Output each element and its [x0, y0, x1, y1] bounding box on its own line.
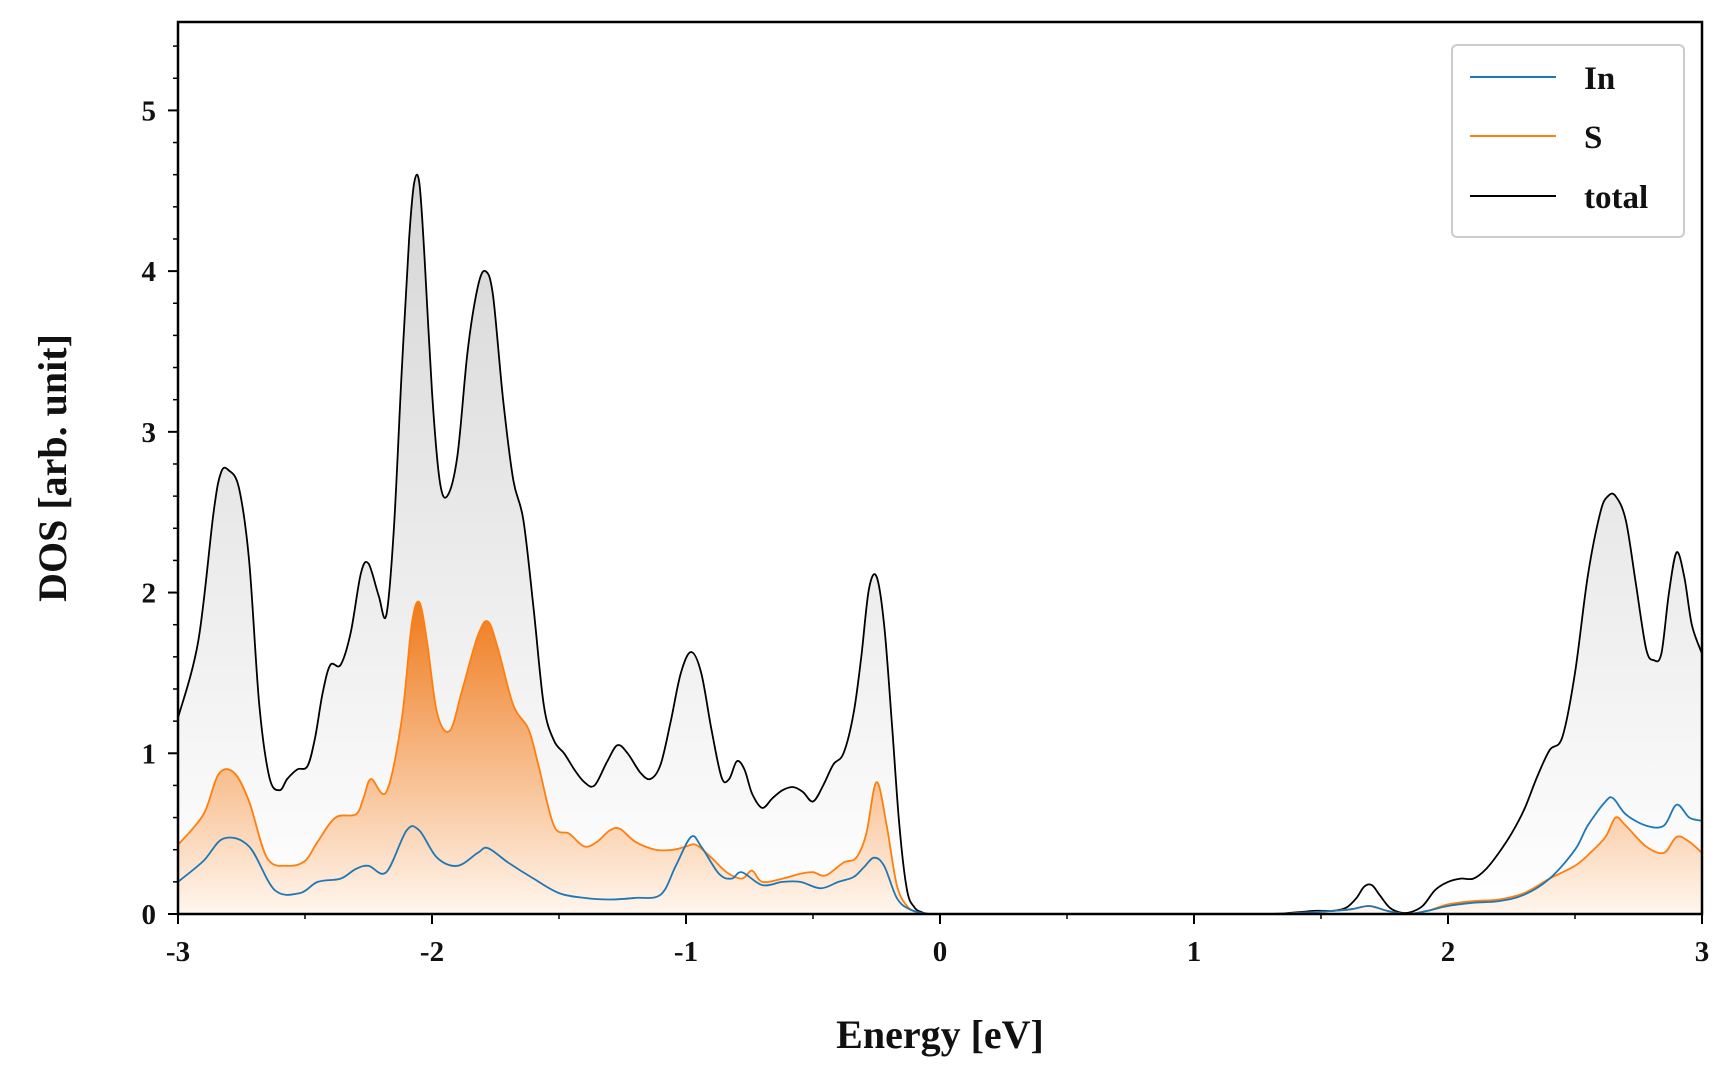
- series-fill-s: [178, 601, 1702, 914]
- legend-label-total: total: [1584, 180, 1648, 216]
- x-tick-label: 1: [1187, 936, 1202, 968]
- y-tick-label: 5: [142, 95, 157, 127]
- legend-label-s: S: [1584, 120, 1602, 156]
- x-tick-label: -3: [166, 936, 190, 968]
- legend-box: [1451, 44, 1685, 238]
- series-line-s: [178, 600, 1702, 914]
- series-line-in: [178, 796, 1702, 914]
- x-tick-label: -1: [674, 936, 698, 968]
- x-tick-label: 0: [933, 936, 948, 968]
- x-tick-label: 2: [1441, 936, 1456, 968]
- y-tick-label: 2: [142, 578, 157, 610]
- y-tick-label: 1: [142, 738, 157, 770]
- x-tick-label: 3: [1695, 936, 1710, 968]
- legend-label-in: In: [1584, 61, 1615, 97]
- y-tick-label: 3: [142, 417, 157, 449]
- x-axis-title: Energy [eV]: [836, 1012, 1044, 1057]
- series-line-total: [178, 173, 1702, 914]
- y-axis-title: DOS [arb. unit]: [30, 334, 75, 602]
- y-tick-label: 0: [142, 899, 157, 931]
- x-tick-label: -2: [420, 936, 444, 968]
- legend: In S total: [1451, 44, 1685, 238]
- y-tick-label: 4: [142, 256, 157, 288]
